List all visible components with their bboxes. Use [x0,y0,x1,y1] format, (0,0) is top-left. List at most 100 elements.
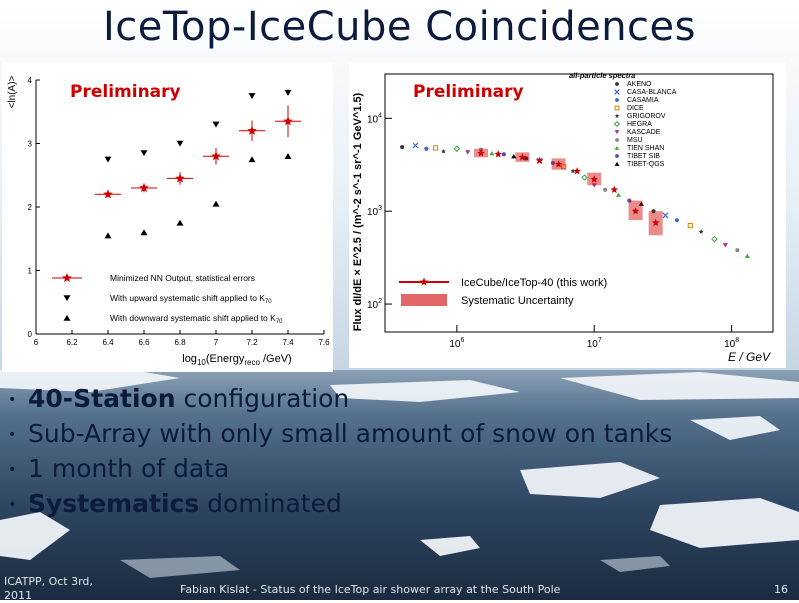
composition-point [103,189,113,199]
spectrum-experiment-point [511,153,517,159]
composition-x-tick-label: 6.6 [138,338,150,347]
spectrum-experiment-legend-marker [614,161,620,166]
spectrum-experiment-point [570,168,576,174]
composition-x-tick-label: 7.4 [282,338,294,347]
spectrum-experiment-point [424,146,429,151]
spectrum-plot-frame [384,73,774,333]
spectrum-icecube-point [631,207,640,215]
spectrum-experiment-point [453,145,461,153]
spectrum-experiment-point [687,222,693,229]
composition-x-tick-label: 6 [34,338,39,347]
spectrum-experiment-legend-marker [615,138,619,142]
composition-point [248,93,256,100]
bullet-dot-icon: • [8,392,17,408]
composition-point [212,200,220,207]
spectrum-experiment-legend-marker [615,154,619,158]
composition-preliminary-label: Preliminary [70,82,181,102]
spectrum-experiment-legend-marker [614,130,620,135]
bullet-item: • 40-Station configuration [8,382,672,417]
bullet-item: • Sub-Array with only small amount of sno… [8,417,672,452]
composition-y-tick-label: 4 [28,76,33,85]
spectrum-experiment-point [627,198,632,203]
spectrum-y-tick-exponent: 4 [378,112,382,119]
spectrum-x-tick-label: 108 [724,337,739,350]
composition-point [247,125,257,135]
spectrum-x-tick-exponent: 6 [460,337,464,344]
spectrum-chart-panel: Flux dI/dE × E^2.5 / (m^-2 s^-1 sr^-1 Ge… [349,62,786,368]
composition-chart-panel: <ln(A)> 6 6.2 6.4 6.6 6.8 7 7.2 7.4 7.6 0 1 2 3 4 Min… [2,62,333,372]
bullet-dot-icon: • [8,462,17,478]
spectrum-icecube-point [518,153,527,161]
composition-point [212,121,220,128]
composition-y-tick-label: 2 [28,203,33,212]
composition-legend-marker [63,314,71,321]
spectrum-experiment-point [432,145,439,151]
spectrum-experiment-legend-marker [614,113,620,118]
spectrum-experiment-point [662,212,669,219]
spectrum-experiment-point [581,174,588,181]
composition-marks [95,89,301,239]
spectrum-y-tick-exponent: 2 [378,298,382,305]
spectrum-icecube-point [610,185,619,193]
spectrum-experiment-legend-marker [615,98,619,102]
spectrum-legend-band-swatch [401,294,447,306]
spectrum-experiment-point [744,253,750,258]
composition-x-tick-label: 6.4 [102,338,114,347]
spectrum-experiment-legend-label: GRIGOROV [627,113,666,120]
bullet-dot-icon: • [8,427,17,443]
bullet-bold-text: Systematics [28,489,200,518]
spectrum-experiment-legend-marker [614,89,620,95]
composition-legend-label: With downward systematic shift applied t… [110,313,283,325]
composition-y-tick-label: 0 [28,330,33,339]
spectrum-x-tick-label: 107 [587,337,602,350]
bullet-dot-icon: • [8,497,17,513]
spectrum-legend-marker [419,277,429,286]
composition-point [284,89,292,96]
spectrum-experiment-point [441,148,446,154]
spectrum-experiment-legend-label: TIEN SHAN [627,145,664,152]
composition-point [176,140,184,147]
composition-x-tick-label: 7.6 [318,338,330,347]
composition-point [175,173,185,183]
composition-x-tick-label: 6.8 [174,338,186,347]
spectrum-marks [400,142,750,258]
spectrum-experiment-legend-label: HEGRA [627,121,652,128]
composition-axes: 6 6.2 6.4 6.6 6.8 7 7.2 7.4 7.6 0 1 2 3 4 [28,76,331,347]
composition-x-axis-label: log10(Energyreco /GeV) [182,353,291,367]
footer-author: Fabian Kislat - Status of the IceTop air… [180,583,561,596]
bullet-text: configuration [175,384,350,413]
spectrum-experiments-legend: all-particle spectraAKENOCASA-BLANCACASA… [569,71,677,168]
bullet-text: Sub-Array with only small amount of snow… [28,419,673,448]
composition-legend-marker [62,273,72,282]
spectrum-y-tick-label: 103 [367,205,382,218]
spectrum-legend-label: IceCube/IceTop-40 (this work) [461,277,607,289]
composition-point [283,116,293,126]
spectrum-experiment-point [603,187,608,192]
composition-y-axis-label: <ln(A)> [7,75,18,108]
spectrum-experiment-point [400,144,405,150]
spectrum-x-tick-exponent: 8 [735,337,739,344]
composition-legend-subscript: 70 [276,319,283,325]
spectrum-experiment-point [501,152,506,157]
spectrum-experiment-point [591,183,597,188]
spectrum-experiment-point [698,229,704,234]
spectrum-icecube-point [477,149,485,157]
composition-point [104,156,112,163]
spectrum-experiment-point [489,150,495,156]
spectrum-experiment-legend-label: TIBET SIB [627,153,660,160]
spectrum-icecube-point [494,150,502,158]
spectrum-experiment-legend-label: CASA-BLANCA [627,89,677,96]
spectrum-experiment-legend-marker [613,120,621,128]
composition-y-tick-label: 3 [28,140,33,149]
slide-title: IceTop-IceCube Coincidences [103,4,696,50]
spectrum-y-tick-label: 104 [367,112,382,125]
composition-x-tick-label: 7 [214,338,219,347]
spectrum-experiment-point [722,243,728,248]
spectrum-y-tick-exponent: 3 [378,205,382,212]
spectrum-experiment-legend-label: CASAMIA [627,97,659,104]
bullet-item: • Systematics dominated [8,487,672,522]
composition-point [211,151,221,161]
bullet-text: dominated [199,489,342,518]
spectrum-experiment-point [638,201,644,206]
composition-point [140,150,148,157]
